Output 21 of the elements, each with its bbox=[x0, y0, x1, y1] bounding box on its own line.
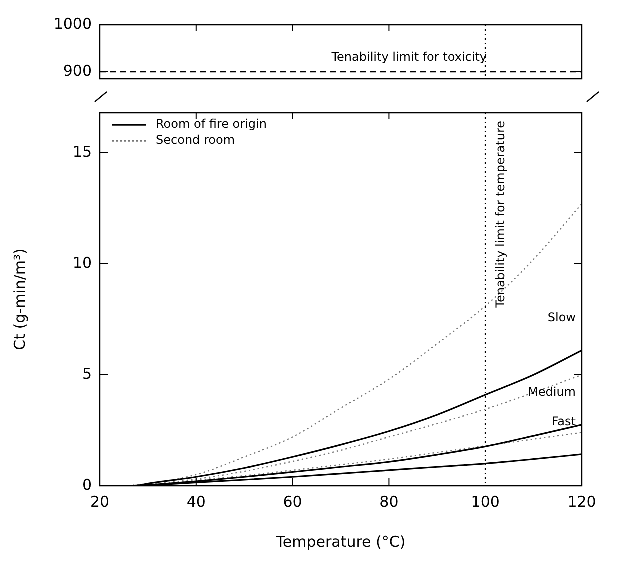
annotation: Slow bbox=[548, 310, 576, 325]
y-tick-label: 900 bbox=[63, 62, 92, 80]
y-tick-label: 15 bbox=[72, 142, 92, 161]
x-tick-label: 20 bbox=[90, 492, 110, 511]
y-axis-title: Ct (g-min/m³) bbox=[10, 248, 29, 350]
x-tick-label: 120 bbox=[568, 492, 596, 511]
ref-line-label: Tenability limit for toxicity bbox=[330, 50, 487, 64]
x-tick-label: 40 bbox=[186, 492, 206, 511]
legend-label: Second room bbox=[156, 133, 236, 148]
x-tick-label: 80 bbox=[380, 492, 399, 511]
y-tick-label: 1000 bbox=[54, 14, 92, 33]
annotation: Fast bbox=[552, 414, 576, 429]
annotation: Medium bbox=[528, 385, 576, 400]
x-axis-title: Temperature (°C) bbox=[275, 532, 406, 551]
y-tick-label: 5 bbox=[82, 364, 92, 383]
y-tick-label: 0 bbox=[82, 476, 92, 494]
ref-line-label: Tenability limit for temperature bbox=[494, 121, 508, 309]
legend-label: Room of fire origin bbox=[156, 117, 267, 132]
y-tick-label: 10 bbox=[72, 254, 92, 272]
x-tick-label: 60 bbox=[283, 492, 302, 511]
x-tick-label: 100 bbox=[471, 492, 500, 511]
